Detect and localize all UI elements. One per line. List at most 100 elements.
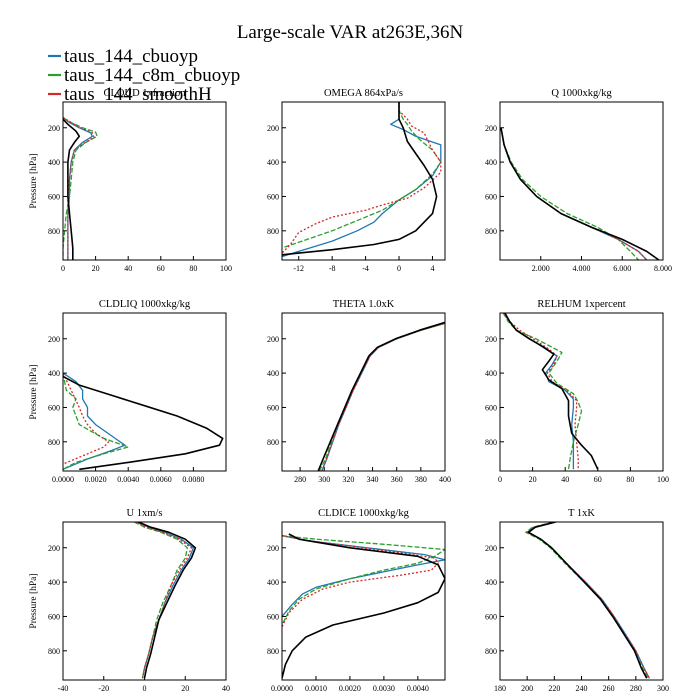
legend: taus_144_cbuoyp taus_144_c8m_cbuoyp taus… bbox=[48, 46, 240, 105]
x-tick-label: 40 bbox=[222, 684, 230, 693]
series-line-control bbox=[500, 127, 660, 260]
series-line-taus_144_c8m_cbuoyp bbox=[525, 522, 649, 679]
x-tick-label: 280 bbox=[294, 475, 306, 484]
x-tick-label: 20 bbox=[529, 475, 537, 484]
y-tick-label: 600 bbox=[485, 612, 497, 621]
legend-item: taus_144_cbuoyp bbox=[48, 46, 198, 67]
x-tick-label: 40 bbox=[561, 475, 569, 484]
x-tick-label: 400 bbox=[439, 475, 451, 484]
x-tick-label: 80 bbox=[626, 475, 634, 484]
panel-title: CLDLIQ 1000xkg/kg bbox=[99, 299, 191, 310]
x-tick-label: -12 bbox=[293, 264, 304, 273]
x-tick-label: 60 bbox=[157, 264, 165, 273]
y-tick-label: 400 bbox=[485, 369, 497, 378]
x-tick-label: 0 bbox=[397, 264, 401, 273]
chart-panel: CLOUD 1xfraction 0 20 40 60 80 100 200 400 600 800… bbox=[29, 88, 232, 273]
y-tick-label: 600 bbox=[485, 192, 497, 201]
y-tick-label: 800 bbox=[267, 647, 279, 656]
x-tick-label: 20 bbox=[92, 264, 100, 273]
series-line-taus_144_cbuoyp bbox=[282, 535, 445, 617]
y-axis-label: Pressure [hPa] bbox=[29, 153, 39, 208]
x-tick-label: -20 bbox=[98, 684, 109, 693]
y-tick-label: 200 bbox=[48, 124, 60, 133]
series-line-control bbox=[138, 522, 197, 679]
series-line-taus_144_c8m_cbuoyp bbox=[282, 102, 442, 249]
y-tick-label: 600 bbox=[48, 192, 60, 201]
x-tick-label: 0 bbox=[143, 684, 147, 693]
y-tick-label: 800 bbox=[485, 438, 497, 447]
x-tick-label: 4 bbox=[430, 264, 434, 273]
y-axis-label: Pressure [hPa] bbox=[29, 364, 39, 419]
y-tick-label: 600 bbox=[48, 403, 60, 412]
x-tick-label: -8 bbox=[329, 264, 336, 273]
y-tick-label: 600 bbox=[267, 403, 279, 412]
series-line-taus_144_smoothH bbox=[282, 102, 442, 254]
x-tick-label: 320 bbox=[342, 475, 354, 484]
legend-item: taus_144_c8m_cbuoyp bbox=[48, 65, 240, 86]
panel-title: THETA 1.0xK bbox=[333, 299, 395, 310]
y-tick-label: 800 bbox=[485, 647, 497, 656]
panel-title: T 1xK bbox=[568, 508, 595, 519]
y-tick-label: 400 bbox=[267, 158, 279, 167]
series-line-taus_144_cbuoyp bbox=[282, 102, 442, 258]
y-tick-label: 400 bbox=[48, 578, 60, 587]
plot-frame bbox=[62, 521, 227, 681]
legend-item: taus_144_smoothH bbox=[48, 84, 212, 105]
y-tick-label: 600 bbox=[48, 612, 60, 621]
y-tick-label: 200 bbox=[267, 335, 279, 344]
x-tick-label: 0.0020 bbox=[85, 475, 107, 484]
legend-label: taus_144_cbuoyp bbox=[64, 46, 198, 67]
series-line-taus_144_c8m_cbuoyp bbox=[500, 127, 639, 260]
y-tick-label: 200 bbox=[485, 544, 497, 553]
chart-panel: CLDICE 1000xkg/kg 0.0000 0.0010 0.0020 0.003… bbox=[267, 508, 446, 693]
chart-panel: OMEGA 864xPa/s -12 -8 -4 0 4 200 400 600 800 bbox=[267, 88, 446, 273]
x-tick-label: 0.0080 bbox=[182, 475, 204, 484]
y-tick-label: 600 bbox=[267, 612, 279, 621]
x-tick-label: 80 bbox=[189, 264, 197, 273]
chart-panel: Q 1000xkg/kg 2.000 4.000 6.000 8.000 200 400 60… bbox=[485, 88, 672, 273]
series-line-control bbox=[317, 321, 445, 471]
y-tick-label: 200 bbox=[48, 544, 60, 553]
x-tick-label: 40 bbox=[124, 264, 132, 273]
series-line-taus_144_smoothH bbox=[282, 535, 439, 628]
x-tick-label: 100 bbox=[220, 264, 232, 273]
chart-panel: RELHUM 1xpercent 0 20 40 60 80 100 200 400 600 800 bbox=[485, 299, 669, 484]
x-tick-label: 0.0060 bbox=[150, 475, 172, 484]
x-tick-label: 280 bbox=[630, 684, 642, 693]
series-line-control bbox=[282, 533, 445, 679]
panel-title: OMEGA 864xPa/s bbox=[324, 88, 403, 99]
series-line-taus_144_c8m_cbuoyp bbox=[502, 313, 583, 470]
series-line-control bbox=[527, 522, 648, 679]
y-tick-label: 400 bbox=[267, 578, 279, 587]
y-tick-label: 800 bbox=[48, 438, 60, 447]
series-line-taus_144_cbuoyp bbox=[526, 522, 650, 679]
series-line-control bbox=[63, 375, 224, 471]
x-tick-label: 60 bbox=[594, 475, 602, 484]
x-tick-label: 260 bbox=[603, 684, 615, 693]
y-tick-label: 200 bbox=[267, 544, 279, 553]
series-line-taus_144_cbuoyp bbox=[63, 372, 126, 470]
series-line-taus_144_smoothH bbox=[136, 522, 193, 679]
panel-title: U 1xm/s bbox=[127, 508, 163, 519]
y-tick-label: 600 bbox=[267, 192, 279, 201]
x-tick-label: 380 bbox=[415, 475, 427, 484]
x-tick-label: -4 bbox=[362, 264, 369, 273]
x-tick-label: 300 bbox=[318, 475, 330, 484]
x-tick-label: 6.000 bbox=[613, 264, 631, 273]
chart-panel: CLDLIQ 1000xkg/kg 0.0000 0.0020 0.0040 0.006… bbox=[29, 299, 227, 484]
panel-title: RELHUM 1xpercent bbox=[537, 299, 625, 310]
y-tick-label: 400 bbox=[48, 158, 60, 167]
series-line-taus_144_c8m_cbuoyp bbox=[63, 116, 98, 260]
y-axis-label: Pressure [hPa] bbox=[29, 573, 39, 628]
plot-frame bbox=[499, 312, 664, 472]
series-line-taus_144_smoothH bbox=[63, 372, 110, 465]
x-tick-label: 360 bbox=[391, 475, 403, 484]
panel-title: CLDICE 1000xkg/kg bbox=[318, 508, 409, 519]
plot-frame bbox=[281, 521, 446, 681]
plot-frame bbox=[62, 312, 227, 472]
plot-frame bbox=[281, 101, 446, 261]
legend-label: taus_144_c8m_cbuoyp bbox=[64, 65, 240, 86]
y-tick-label: 200 bbox=[48, 335, 60, 344]
plot-frame bbox=[62, 101, 227, 261]
